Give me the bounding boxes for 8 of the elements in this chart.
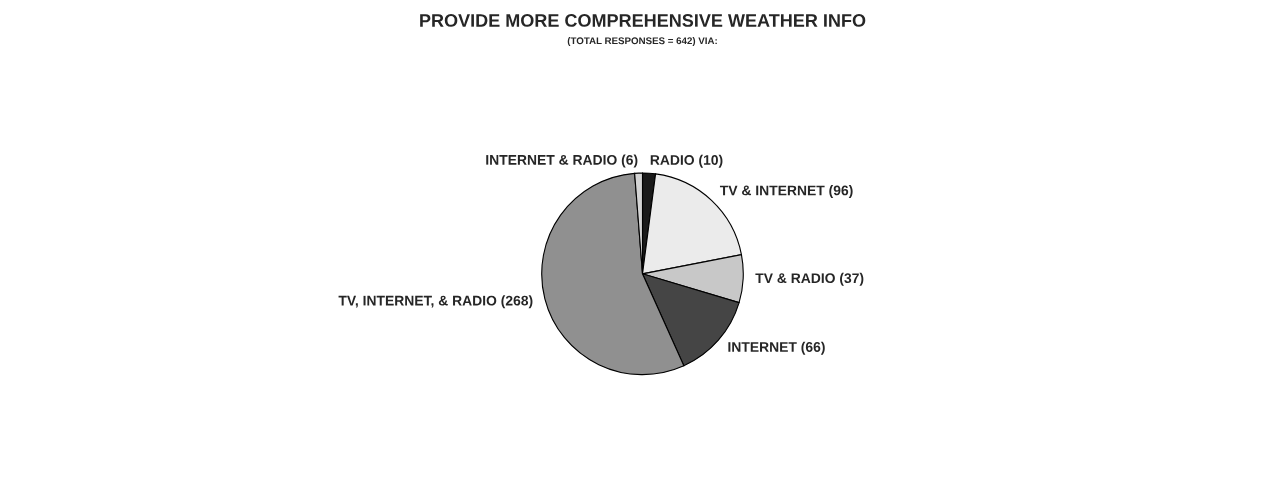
- slice-label: INTERNET & RADIO (6): [486, 154, 638, 168]
- slice-label: TV, INTERNET, & RADIO (268): [338, 295, 533, 309]
- slice-label: RADIO (10): [650, 154, 723, 168]
- slice-label: TV & INTERNET (96): [719, 185, 853, 199]
- chart-title: PROVIDE MORE COMPREHENSIVE WEATHER INFO: [420, 14, 866, 27]
- slice-label: INTERNET (66): [728, 341, 825, 355]
- chart-subtitle: (TOTAL RESPONSES = 642) VIA:: [567, 37, 717, 47]
- slice-label: TV & RADIO (37): [755, 272, 864, 286]
